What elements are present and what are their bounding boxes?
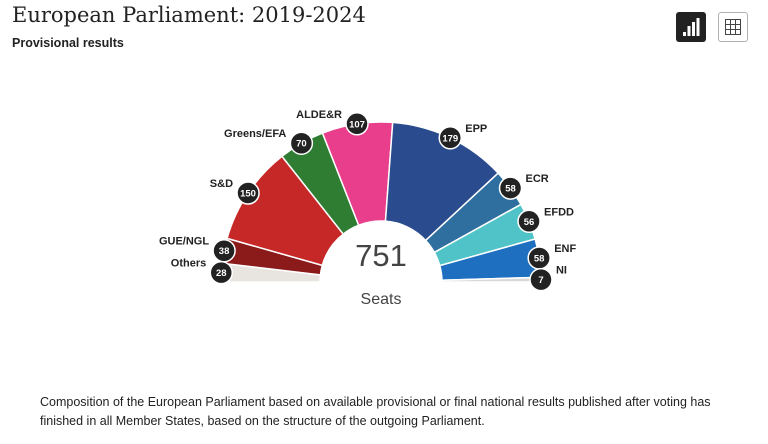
party-label-others: Others bbox=[171, 258, 206, 270]
seat-value-alde-r: 107 bbox=[349, 119, 365, 130]
seat-badge-greens-efa bbox=[289, 131, 314, 155]
seat-badge-alde-r bbox=[345, 112, 369, 136]
party-label-greens-efa: Greens/EFA bbox=[224, 128, 286, 140]
seat-value-efdd: 56 bbox=[524, 217, 535, 228]
seat-badge-epp bbox=[438, 126, 462, 150]
seat-value-ni: 7 bbox=[538, 275, 543, 286]
seat-value-s-d: 150 bbox=[240, 189, 256, 200]
page-title: European Parliament: 2019-2024 bbox=[12, 3, 366, 27]
seat-badge-ecr bbox=[498, 176, 523, 200]
party-label-epp: EPP bbox=[465, 123, 487, 135]
grid-table-icon bbox=[725, 19, 741, 35]
party-label-efdd: EFDD bbox=[544, 206, 574, 218]
party-label-enf: ENF bbox=[554, 243, 576, 255]
party-label-s-d: S&D bbox=[210, 178, 233, 190]
seat-value-enf: 58 bbox=[534, 253, 545, 264]
seat-badge-efdd bbox=[517, 209, 541, 234]
party-label-alde-r: ALDE&R bbox=[296, 109, 342, 121]
seat-value-others: 28 bbox=[216, 268, 227, 279]
seat-value-gue-ngl: 38 bbox=[219, 246, 230, 257]
hemicycle-chart: 28 Others 38 GUE/NGL 150 S&D 70 Greens/EFA 107 AL… bbox=[159, 109, 577, 308]
chart-caption: Composition of the European Parliament b… bbox=[40, 395, 711, 428]
party-label-ni: NI bbox=[556, 265, 567, 277]
table-view-button[interactable] bbox=[718, 12, 748, 42]
bar-chart-icon bbox=[683, 18, 700, 36]
seat-value-greens-efa: 70 bbox=[296, 139, 307, 150]
total-seats-label: Seats bbox=[361, 291, 402, 308]
seat-value-epp: 179 bbox=[442, 133, 458, 144]
total-seats-value: 751 bbox=[355, 238, 407, 273]
party-label-ecr: ECR bbox=[526, 173, 549, 185]
seat-value-ecr: 58 bbox=[505, 184, 516, 195]
seat-badge-gue-ngl bbox=[212, 238, 236, 263]
seat-badge-s-d bbox=[236, 181, 260, 205]
chart-labels: 28 Others 38 GUE/NGL 150 S&D 70 Greens/EFA 107 AL… bbox=[159, 109, 576, 292]
seat-badge-ni bbox=[529, 267, 553, 292]
party-label-gue-ngl: GUE/NGL bbox=[159, 236, 209, 248]
chart-segments bbox=[220, 121, 542, 283]
page-subtitle: Provisional results bbox=[12, 36, 124, 50]
chart-view-button[interactable] bbox=[676, 12, 706, 42]
